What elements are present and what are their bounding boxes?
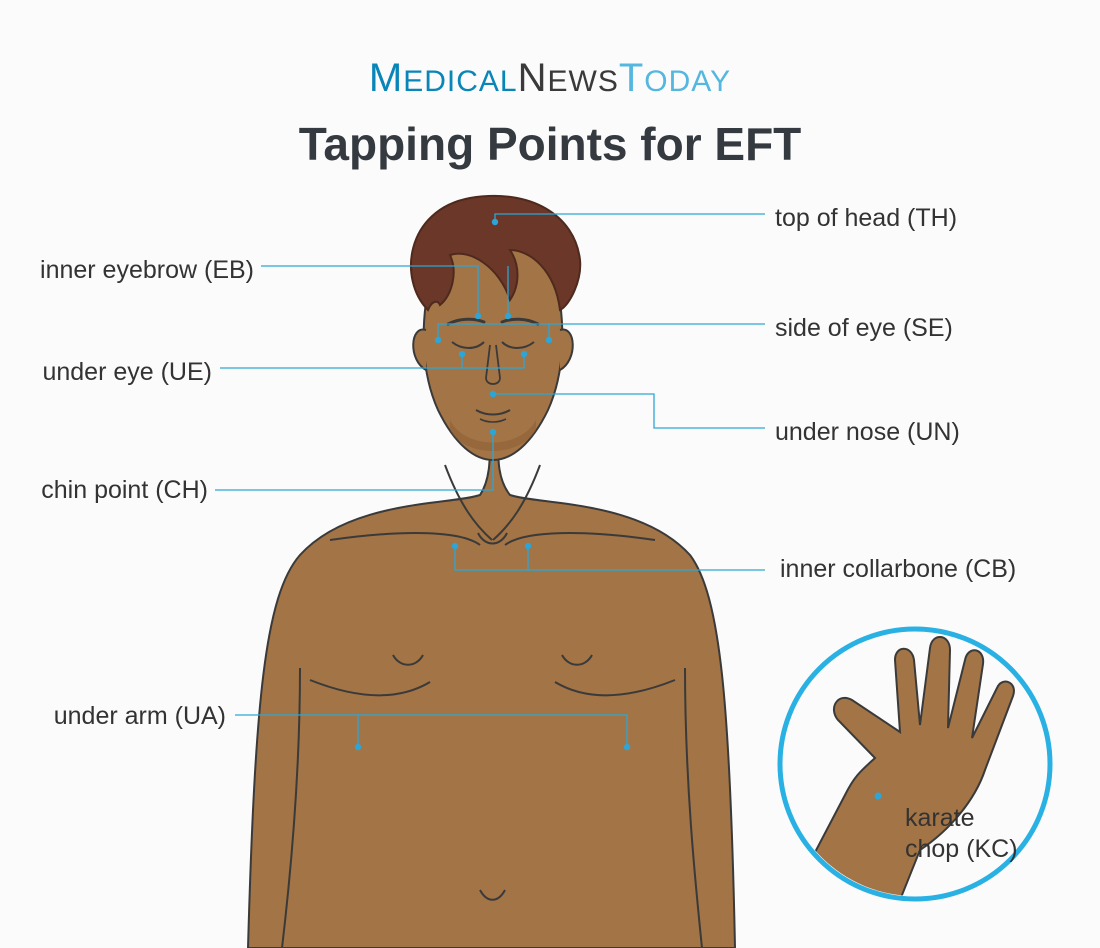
label-th: top of head (TH) [775,204,957,233]
label-un: under nose (UN) [775,418,960,447]
label-cb: inner collarbone (CB) [780,555,1016,584]
label-ue: under eye (UE) [42,358,212,387]
label-kc: karate chop (KC) [905,803,1018,866]
diagram-canvas: MEDICALNEWSTODAY Tapping Points for EFT [0,0,1100,948]
ear-r [560,330,573,370]
ear-l [413,330,426,370]
label-eb: inner eyebrow (EB) [40,256,254,285]
torso [248,440,735,948]
label-ch: chin point (CH) [41,476,208,505]
label-ua: under arm (UA) [54,702,226,731]
label-se: side of eye (SE) [775,314,953,343]
